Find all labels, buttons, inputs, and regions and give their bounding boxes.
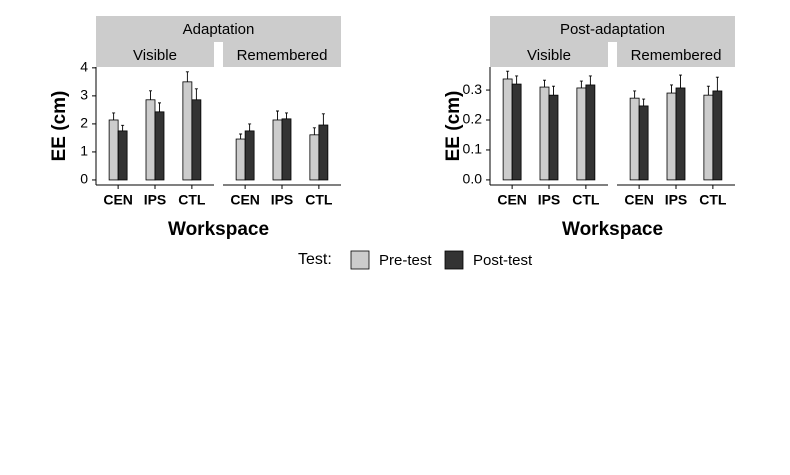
- panel-title: Visible: [133, 47, 177, 64]
- y-axis-label: EE (cm): [443, 91, 464, 162]
- strip: [96, 16, 341, 42]
- y-tick-label: 3: [80, 87, 88, 103]
- panel-title: Visible: [527, 47, 571, 64]
- error-bar: [679, 74, 682, 88]
- panel-strip: [617, 42, 735, 67]
- bar: [511, 83, 522, 181]
- x-tick-label: IPS: [144, 192, 167, 208]
- bar: [145, 99, 156, 181]
- error-bar: [715, 76, 719, 91]
- bar: [712, 90, 723, 181]
- panel-title: Remembered: [631, 47, 722, 64]
- bar: [154, 111, 165, 181]
- x-tick-label: CEN: [230, 192, 260, 208]
- bar: [502, 78, 513, 181]
- legend-swatch: [350, 250, 370, 270]
- bar: [548, 94, 559, 181]
- y-tick-label: 0.2: [463, 111, 483, 127]
- panel-strip: [223, 42, 341, 67]
- legend-title: Test:: [298, 251, 332, 268]
- x-tick-label: CTL: [699, 192, 727, 208]
- error-bar: [121, 124, 125, 131]
- legend-label: Pre-test: [379, 252, 432, 269]
- x-tick-label: CTL: [178, 192, 206, 208]
- x-tick-label: IPS: [665, 192, 688, 208]
- x-tick-label: IPS: [271, 192, 294, 208]
- bar: [191, 99, 202, 181]
- error-bar: [633, 90, 637, 99]
- bar: [585, 84, 596, 181]
- x-tick-label: CEN: [624, 192, 654, 208]
- error-bar: [506, 70, 510, 79]
- bar: [272, 119, 283, 181]
- error-bar: [239, 133, 243, 140]
- y-tick-label: 0.3: [463, 81, 483, 97]
- legend-swatch: [444, 250, 464, 270]
- y-tick-label: 0.1: [463, 141, 483, 157]
- bar: [182, 81, 193, 181]
- panel-title: Remembered: [237, 47, 328, 64]
- chart-title: Adaptation: [183, 21, 255, 38]
- chart-title: Post-adaptation: [560, 21, 665, 38]
- y-tick-label: 0: [80, 171, 88, 187]
- strip: [490, 16, 735, 42]
- x-tick-label: CEN: [103, 192, 133, 208]
- bar: [638, 105, 649, 181]
- bar: [309, 134, 320, 181]
- error-bar: [588, 75, 592, 85]
- bar: [675, 87, 686, 181]
- error-bar: [515, 75, 519, 85]
- y-tick-label: 0.0: [463, 171, 483, 187]
- x-tick-label: CEN: [497, 192, 527, 208]
- bar: [235, 138, 246, 181]
- error-bar: [185, 71, 189, 82]
- y-tick-label: 1: [80, 143, 88, 159]
- error-bar: [579, 80, 583, 88]
- x-axis-label: Workspace: [562, 219, 663, 240]
- error-bar: [276, 110, 279, 120]
- error-bar: [158, 102, 161, 112]
- bar: [539, 86, 550, 181]
- legend-label: Post-test: [473, 252, 533, 269]
- bar: [318, 124, 329, 181]
- error-bar: [149, 90, 152, 100]
- bar: [108, 119, 119, 181]
- bar: [281, 118, 292, 181]
- error-bar: [194, 88, 198, 100]
- bar: [703, 94, 714, 181]
- error-bar: [312, 127, 316, 135]
- panel-strip: [96, 42, 214, 67]
- bar: [666, 92, 677, 181]
- y-axis-label: EE (cm): [49, 91, 70, 162]
- bar: [117, 130, 128, 181]
- x-tick-label: IPS: [538, 192, 561, 208]
- error-bar: [248, 123, 252, 131]
- bar: [629, 97, 640, 181]
- y-tick-label: 2: [80, 115, 88, 131]
- bar: [576, 87, 587, 181]
- error-bar: [543, 79, 546, 88]
- error-bar: [285, 112, 288, 119]
- x-axis-label: Workspace: [168, 219, 269, 240]
- error-bar: [321, 113, 325, 126]
- error-bar: [552, 85, 555, 96]
- bar: [244, 130, 255, 181]
- error-bar: [642, 98, 646, 106]
- panel-strip: [490, 42, 608, 67]
- x-tick-label: CTL: [305, 192, 333, 208]
- error-bar: [706, 85, 710, 96]
- x-tick-label: CTL: [572, 192, 600, 208]
- error-bar: [670, 84, 673, 94]
- error-bar: [112, 112, 116, 120]
- y-tick-label: 4: [80, 59, 88, 75]
